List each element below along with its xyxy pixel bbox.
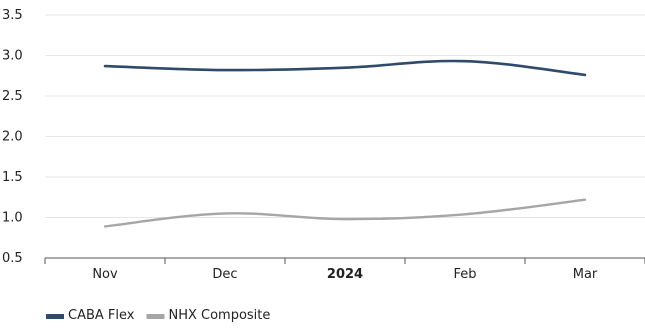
x-axis bbox=[44, 257, 645, 264]
x-axis-tick-labels: Nov Dec 2024 Feb Mar bbox=[92, 267, 598, 282]
y-tick-label: 1.0 bbox=[2, 211, 23, 226]
legend-label: NHX Composite bbox=[168, 308, 270, 323]
series-line-2 bbox=[103, 198, 587, 228]
y-tick-label: 2.5 bbox=[2, 89, 23, 104]
gridlines bbox=[45, 14, 645, 218]
y-tick-label: 0.5 bbox=[2, 251, 23, 266]
y-tick-label: 3.5 bbox=[2, 8, 23, 23]
series-line-1 bbox=[103, 59, 587, 77]
y-tick-label: 2.0 bbox=[2, 130, 23, 145]
legend-label: CABA Flex bbox=[68, 308, 135, 323]
legend: CABA Flex NHX Composite bbox=[46, 308, 270, 323]
series-lines bbox=[103, 59, 587, 228]
y-tick-label: 3.0 bbox=[2, 49, 23, 64]
y-axis-tick-labels: 0.5 1.0 1.5 2.0 2.5 3.0 3.5 bbox=[2, 8, 23, 266]
x-tick-label: Dec bbox=[212, 267, 237, 282]
legend-swatch bbox=[146, 314, 165, 319]
x-tick-label: 2024 bbox=[327, 267, 363, 282]
x-tick-label: Nov bbox=[92, 267, 118, 282]
legend-swatch bbox=[46, 314, 64, 319]
x-tick-label: Mar bbox=[573, 267, 598, 282]
y-tick-label: 1.5 bbox=[2, 170, 23, 185]
x-tick-label: Feb bbox=[453, 267, 476, 282]
